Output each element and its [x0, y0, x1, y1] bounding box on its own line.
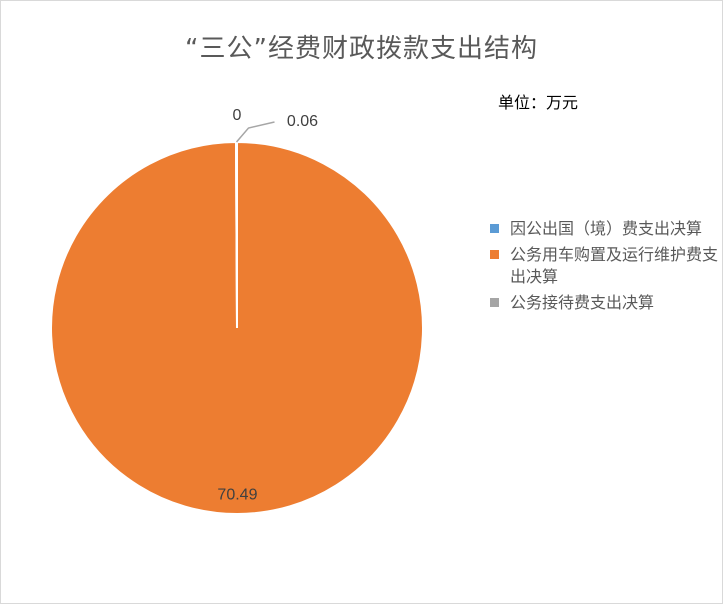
data-label-overseas: 0: [233, 107, 242, 124]
legend-item-overseas: 因公出国（境）费支出决算: [490, 218, 720, 240]
legend-label-reception: 公务接待费支出决算: [510, 293, 655, 312]
legend-label-vehicle: 公务用车购置及运行维护费支出决算: [510, 245, 719, 286]
unit-label: 单位：万元: [498, 93, 579, 112]
data-label-reception: 0.06: [287, 113, 318, 130]
legend: 因公出国（境）费支出决算 公务用车购置及运行维护费支出决算 公务接待费支出决算: [490, 218, 720, 318]
pie-slice-reception: [235, 140, 238, 329]
legend-item-reception: 公务接待费支出决算: [490, 292, 720, 314]
legend-swatch-reception: [490, 298, 499, 307]
legend-label-overseas: 因公出国（境）费支出决算: [510, 219, 703, 238]
legend-item-vehicle: 公务用车购置及运行维护费支出决算: [490, 244, 720, 288]
legend-swatch-overseas: [490, 224, 499, 233]
chart-title: “三公”经费财政拨款支出结构: [185, 34, 538, 64]
leader-line-reception: [235, 121, 275, 143]
data-label-vehicle: 70.49: [217, 486, 257, 503]
legend-swatch-vehicle: [490, 250, 499, 259]
